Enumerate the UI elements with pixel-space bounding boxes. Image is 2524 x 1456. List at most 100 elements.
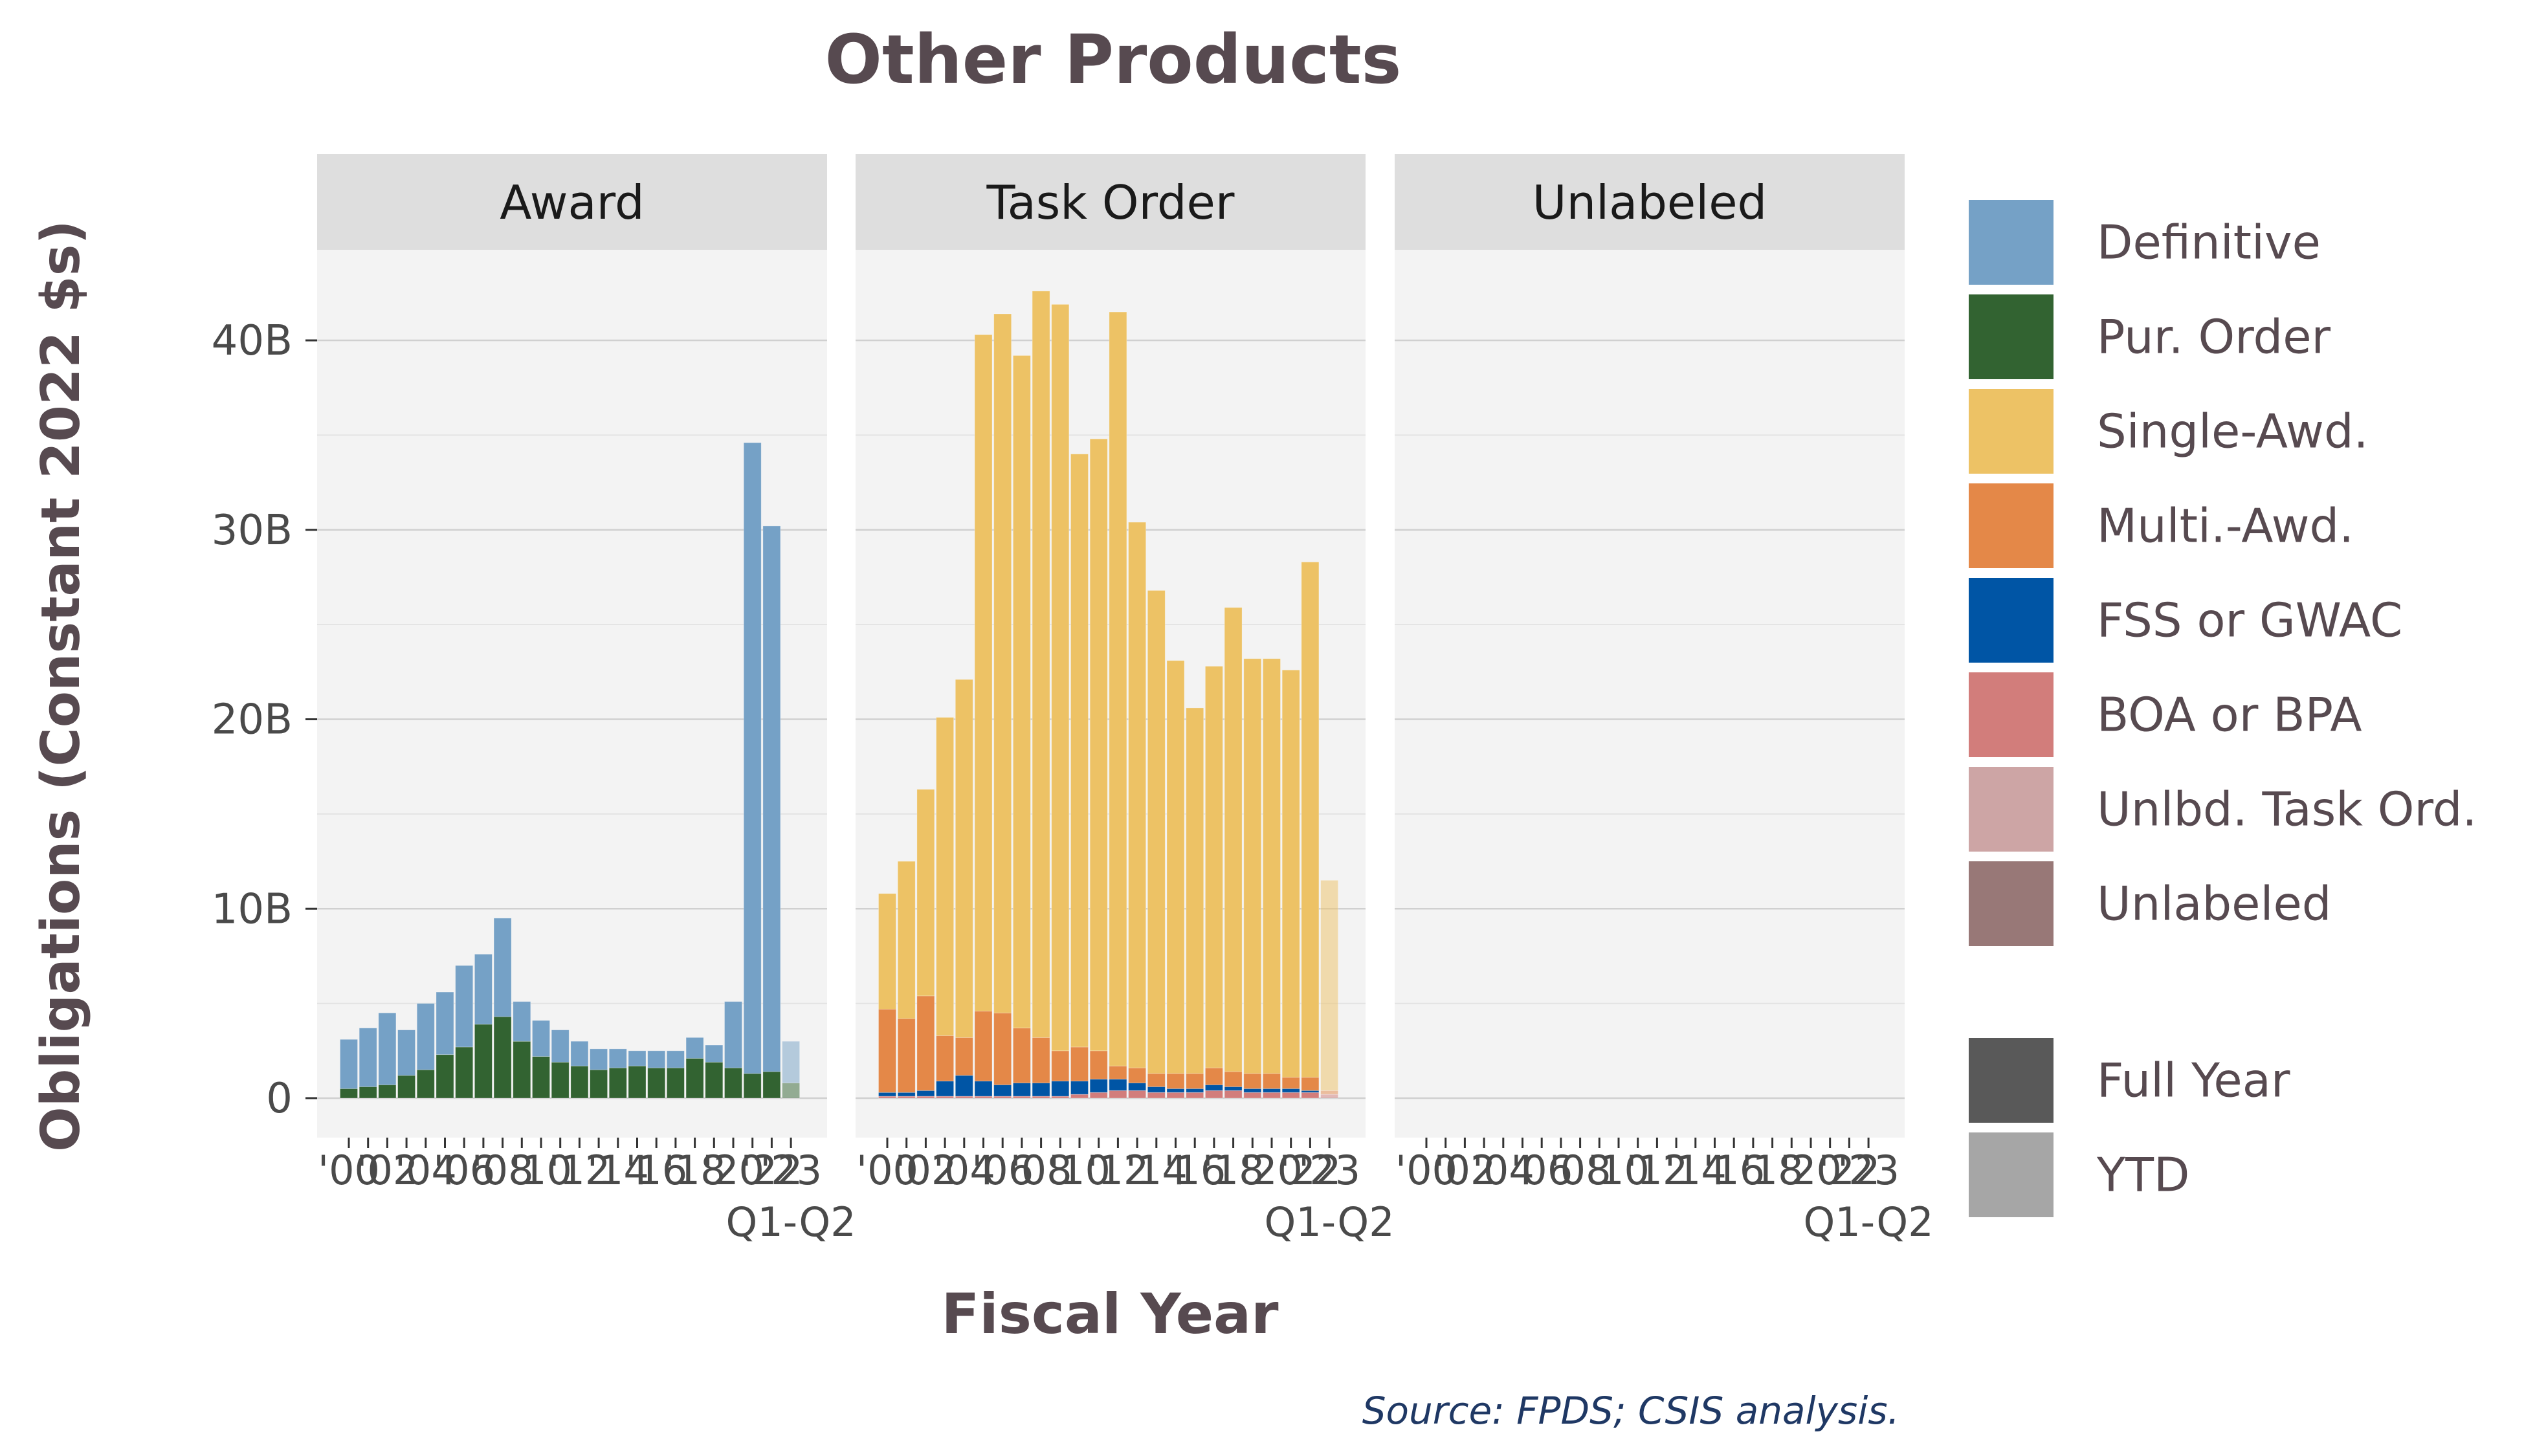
x-tick-label: '04 <box>395 1147 457 1194</box>
legend-key-unlbd-task-ord- <box>1966 764 2056 854</box>
bar-pur-order-2004 <box>416 1069 435 1099</box>
bar-fss-or-gwac-2010 <box>1070 1081 1089 1095</box>
bar-multi-awd--2018 <box>1224 1071 1243 1087</box>
bar-definitive-2013 <box>590 1048 608 1070</box>
bar-single-awd--2011 <box>1089 438 1108 1052</box>
bar-single-awd--2010 <box>1070 454 1089 1048</box>
x-tick-label: '12 <box>1087 1147 1149 1194</box>
bar-single-awd--2019 <box>1243 658 1262 1074</box>
bar-multi-awd--2023 <box>1320 1090 1338 1095</box>
bar-pur-order-2005 <box>436 1054 454 1099</box>
bar-fss-or-gwac-2006 <box>993 1085 1012 1097</box>
bar-multi-awd--2014 <box>1147 1073 1166 1087</box>
bar-multi-awd--2017 <box>1205 1067 1223 1085</box>
bar-fss-or-gwac-2022 <box>1301 1090 1320 1093</box>
bar-boa-or-bpa-2018 <box>1224 1090 1243 1099</box>
bar-fss-or-gwac-2016 <box>1186 1088 1204 1093</box>
bar-pur-order-2018 <box>685 1058 704 1099</box>
x-tick-label: '06 <box>971 1147 1034 1194</box>
bar-boa-or-bpa-2002 <box>916 1096 935 1099</box>
bar-multi-awd--2011 <box>1089 1050 1108 1080</box>
x-tick-label: '08 <box>1549 1147 1611 1194</box>
bar-pur-order-2022 <box>762 1071 781 1099</box>
bar-boa-or-bpa-2021 <box>1281 1092 1300 1099</box>
bar-definitive-2009 <box>513 1001 531 1042</box>
y-tick-label: 30B <box>212 507 293 555</box>
x-tick-label: '06 <box>1511 1147 1573 1194</box>
bar-boa-or-bpa-2015 <box>1166 1092 1185 1099</box>
bar-single-awd--2006 <box>993 313 1012 1013</box>
bar-multi-awd--2000 <box>878 1009 896 1093</box>
bar-pur-order-2007 <box>474 1024 493 1099</box>
x-tick-label: '08 <box>472 1147 534 1194</box>
bar-definitive-2000 <box>340 1039 358 1089</box>
x-tick-label: '12 <box>1626 1147 1688 1194</box>
x-tick-sublabel: Q1-Q2 <box>726 1198 856 1246</box>
bar-boa-or-bpa-2016 <box>1186 1092 1204 1099</box>
bar-multi-awd--2008 <box>1032 1037 1050 1083</box>
bar-pur-order-2009 <box>513 1041 531 1099</box>
bar-pur-order-2019 <box>705 1061 724 1099</box>
bar-definitive-2003 <box>397 1030 415 1076</box>
bar-definitive-2020 <box>724 1001 742 1068</box>
source-note: Source: FPDS; CSIS analysis. <box>1362 1389 1899 1433</box>
bar-fss-or-gwac-2018 <box>1224 1086 1243 1091</box>
bar-pur-order-2021 <box>743 1073 762 1099</box>
bar-multi-awd--2015 <box>1166 1073 1185 1089</box>
x-tick-label: '16 <box>1703 1147 1765 1194</box>
bar-multi-awd--2013 <box>1128 1067 1146 1083</box>
bar-multi-awd--2001 <box>897 1018 916 1093</box>
y-tick-label: 0 <box>266 1075 293 1123</box>
bar-pur-order-2000 <box>340 1088 358 1099</box>
bar-multi-awd--2012 <box>1109 1065 1127 1080</box>
x-tick-label: '22 <box>1818 1147 1880 1194</box>
chart-title: Other Products <box>825 20 1402 99</box>
bar-boa-or-bpa-2012 <box>1109 1090 1127 1099</box>
bar-definitive-2006 <box>455 965 474 1048</box>
x-tick-label: '18 <box>1202 1147 1265 1194</box>
bar-definitive-2004 <box>416 1003 435 1070</box>
x-tick-label: '23 <box>1298 1147 1360 1194</box>
bar-boa-or-bpa-2022 <box>1301 1092 1320 1099</box>
x-tick-label: '10 <box>1588 1147 1650 1194</box>
bar-pur-order-2014 <box>608 1067 627 1099</box>
bar-fss-or-gwac-2008 <box>1032 1083 1050 1097</box>
bar-fss-or-gwac-2013 <box>1128 1083 1146 1091</box>
x-tick-label: '22 <box>740 1147 803 1194</box>
bar-definitive-2011 <box>551 1030 570 1063</box>
legend-key-boa-or-bpa <box>1966 670 2056 760</box>
x-tick-label: '00 <box>1395 1147 1457 1194</box>
bar-multi-awd--2022 <box>1301 1077 1320 1091</box>
x-tick-label: '14 <box>1125 1147 1188 1194</box>
x-tick-label: '22 <box>1279 1147 1341 1194</box>
bar-pur-order-2001 <box>359 1086 377 1099</box>
bar-multi-awd--2007 <box>1013 1028 1031 1083</box>
x-tick-label: '18 <box>1742 1147 1804 1194</box>
facet-strip <box>1395 154 1905 250</box>
bar-fss-or-gwac-2007 <box>1013 1083 1031 1097</box>
bar-fss-or-gwac-2003 <box>936 1081 954 1097</box>
legend-label: Unlbd. Task Ord. <box>2097 782 2477 837</box>
legend-key-full-year <box>1966 1035 2056 1125</box>
bar-pur-order-2002 <box>378 1085 397 1099</box>
bar-fss-or-gwac-2015 <box>1166 1088 1185 1093</box>
bar-definitive-2018 <box>685 1037 704 1059</box>
bar-boa-or-bpa-2008 <box>1032 1096 1050 1099</box>
bar-fss-or-gwac-2002 <box>916 1090 935 1097</box>
bar-multi-awd--2016 <box>1186 1073 1204 1089</box>
bar-fss-or-gwac-2019 <box>1243 1088 1262 1093</box>
x-tick-label: '02 <box>356 1147 418 1194</box>
bar-fss-or-gwac-2017 <box>1205 1085 1223 1091</box>
bar-single-awd--2005 <box>974 334 993 1011</box>
bar-fss-or-gwac-2014 <box>1147 1086 1166 1093</box>
x-tick-label: '04 <box>1472 1147 1534 1194</box>
bar-pur-order-2016 <box>647 1067 666 1099</box>
x-tick-sublabel: Q1-Q2 <box>1804 1198 1934 1246</box>
legend-key-fss-or-gwac <box>1966 575 2056 665</box>
bar-boa-or-bpa-2020 <box>1263 1092 1281 1099</box>
panel-background <box>1395 250 1905 1138</box>
legend-key-multi-awd- <box>1966 481 2056 571</box>
bar-pur-order-2010 <box>532 1056 550 1099</box>
bar-single-awd--2017 <box>1205 666 1223 1068</box>
